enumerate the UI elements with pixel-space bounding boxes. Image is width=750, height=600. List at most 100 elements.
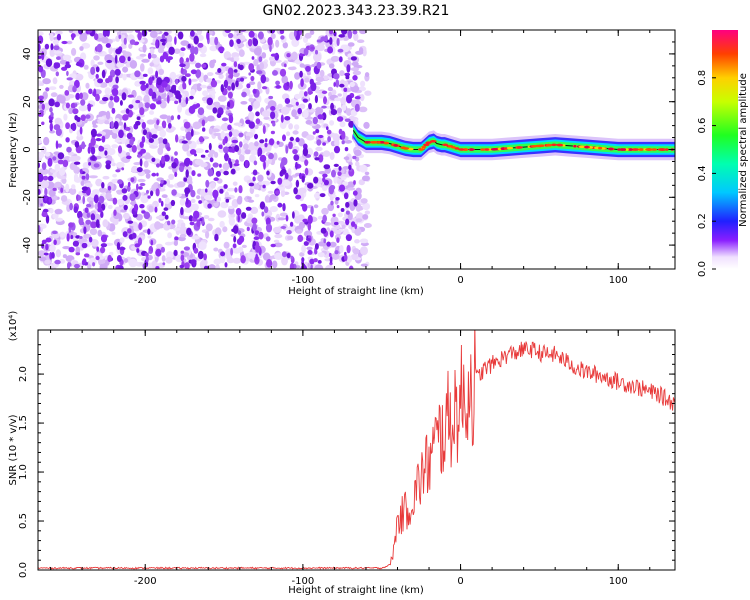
noise-speck [174,36,177,45]
noise-speck [184,187,191,195]
noise-speck [90,66,96,75]
noise-speck-light [122,66,129,73]
noise-speck [101,182,105,189]
noise-speck [118,129,124,139]
noise-speck [183,246,190,251]
noise-speck-light [352,248,360,255]
noise-speck [156,77,163,86]
noise-speck [88,236,93,243]
noise-speck [343,87,348,93]
noise-speck [217,68,222,73]
noise-speck [184,262,190,269]
noise-speck-light [60,195,68,202]
noise-speck [234,187,238,193]
ridge-peak [421,145,426,149]
ridge-peak [383,141,390,145]
noise-speck-light [81,238,88,242]
noise-speck [61,66,68,71]
noise-speck-light [306,71,311,76]
noise-speck-light [53,50,62,54]
noise-speck-light [61,177,67,184]
noise-speck [86,212,91,218]
noise-speck-light [291,51,298,61]
noise-speck [255,253,259,261]
noise-speck [174,171,178,177]
noise-speck-light [341,104,347,111]
noise-speck-light [196,83,203,92]
noise-speck [113,121,119,130]
noise-speck-light [333,175,338,184]
noise-speck [90,221,97,229]
noise-speck [353,180,356,185]
noise-speck [190,128,194,137]
ridge-peak [578,145,586,149]
noise-speck [156,163,160,168]
noise-speck [65,61,70,65]
noise-speck-light [43,136,50,146]
noise-speck-light [305,119,313,125]
ridge-peak [503,147,508,150]
noise-speck-light [250,206,259,214]
noise-speck-light [362,214,369,220]
noise-speck [78,216,84,226]
noise-speck [322,173,328,178]
noise-speck-light [327,86,333,92]
noise-speck-light [224,196,232,201]
noise-speck [38,162,41,169]
noise-speck [64,90,70,96]
noise-speck-light [116,161,125,169]
noise-speck-light [66,40,73,45]
noise-speck [162,138,168,145]
ridge-peak [608,147,614,151]
noise-speck [156,119,160,126]
noise-speck [336,205,340,209]
noise-speck [252,88,257,94]
noise-speck [301,175,305,183]
noise-speck [93,163,100,168]
noise-speck [221,117,229,122]
noise-speck-light [73,155,81,161]
noise-speck [87,30,93,33]
noise-speck [286,230,292,235]
noise-speck-light [238,49,245,57]
noise-speck [92,262,96,267]
noise-speck [268,152,274,160]
noise-speck [283,63,287,68]
noise-speck [224,262,228,268]
noise-speck-light [274,234,283,239]
noise-speck-light [274,252,283,260]
noise-speck-light [323,222,332,226]
noise-speck [56,56,61,60]
noise-speck [254,133,258,140]
noise-speck-light [108,46,113,55]
noise-speck [127,220,134,224]
noise-speck [151,172,157,177]
noise-speck [137,154,142,158]
noise-speck [344,72,351,77]
noise-speck-light [240,101,248,105]
noise-speck-light [128,258,138,268]
noise-speck-light [363,121,370,129]
noise-speck [141,121,146,130]
noise-speck [135,120,141,126]
noise-speck [175,134,179,143]
noise-speck-light [337,212,343,218]
noise-speck [336,237,340,243]
colorbar-label: Normalized spectral amplitude [738,73,749,227]
noise-speck [281,157,288,166]
noise-speck [301,263,306,267]
noise-speck [223,184,228,189]
noise-speck [93,194,99,204]
noise-speck-light [299,252,305,257]
noise-speck-light [205,231,210,239]
noise-speck [127,185,131,192]
noise-speck-light [206,78,213,83]
noise-speck-light [60,231,66,238]
noise-speck-light [177,219,184,224]
noise-speck [123,37,127,45]
noise-speck [229,71,234,80]
noise-speck-light [63,113,68,121]
noise-speck [200,154,206,158]
noise-speck-light [44,151,51,157]
noise-speck [346,94,352,104]
